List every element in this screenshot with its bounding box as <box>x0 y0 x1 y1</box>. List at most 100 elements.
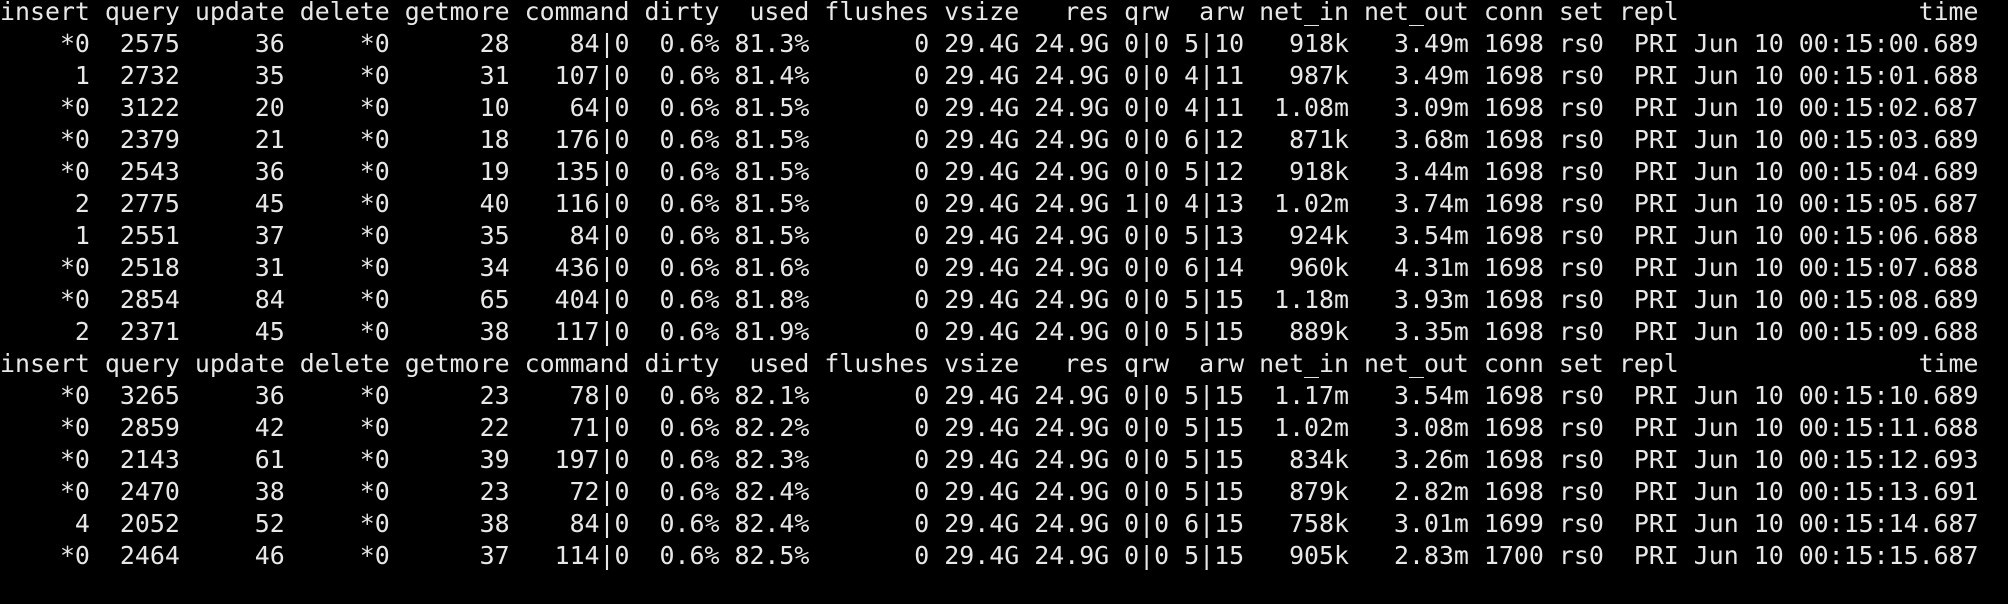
cell-conn: 1698 <box>1483 285 1544 314</box>
cell-repl: PRI <box>1618 381 1679 410</box>
cell-used: 82.4% <box>734 477 810 506</box>
cell-set: rs0 <box>1558 157 1604 186</box>
cell-net-out: 3.54m <box>1364 381 1469 410</box>
cell-insert: *0 <box>0 413 90 442</box>
cell-arw: 5|15 <box>1184 445 1245 474</box>
cell-getmore: 37 <box>404 541 510 570</box>
cell-conn: 1698 <box>1483 477 1544 506</box>
cell-insert: 1 <box>0 221 90 250</box>
column-header-dirty: dirty <box>644 349 720 378</box>
cell-qrw: 0|0 <box>1124 93 1170 122</box>
cell-query: 2543 <box>104 157 180 186</box>
cell-set: rs0 <box>1558 285 1604 314</box>
cell-conn: 1698 <box>1483 221 1544 250</box>
cell-update: 52 <box>194 509 285 538</box>
cell-query: 2371 <box>104 317 180 346</box>
cell-used: 81.8% <box>734 285 810 314</box>
cell-insert: *0 <box>0 477 90 506</box>
column-header-set: set <box>1558 349 1604 378</box>
cell-conn: 1700 <box>1483 541 1544 570</box>
cell-update: 21 <box>194 125 285 154</box>
cell-repl: PRI <box>1618 61 1679 90</box>
column-header-flushes: flushes <box>824 0 930 26</box>
cell-used: 81.5% <box>734 189 810 218</box>
cell-qrw: 0|0 <box>1124 61 1170 90</box>
cell-flushes: 0 <box>824 509 930 538</box>
cell-insert: *0 <box>0 445 90 474</box>
cell-repl: PRI <box>1618 157 1679 186</box>
cell-dirty: 0.6% <box>644 61 720 90</box>
cell-vsize: 29.4G <box>944 189 1020 218</box>
cell-time: Jun 10 00:15:09.688 <box>1693 317 1979 346</box>
cell-net-in: 834k <box>1259 445 1350 474</box>
cell-arw: 6|15 <box>1184 509 1245 538</box>
cell-flushes: 0 <box>824 93 930 122</box>
cell-used: 82.2% <box>734 413 810 442</box>
cell-getmore: 19 <box>404 157 510 186</box>
cell-used: 82.5% <box>734 541 810 570</box>
column-header-time: time <box>1693 349 1979 378</box>
cell-used: 81.6% <box>734 253 810 282</box>
cell-qrw: 0|0 <box>1124 285 1170 314</box>
cell-dirty: 0.6% <box>644 477 720 506</box>
column-header-update: update <box>194 0 285 26</box>
cell-vsize: 29.4G <box>944 29 1020 58</box>
cell-arw: 4|11 <box>1184 93 1245 122</box>
cell-net-in: 871k <box>1259 125 1350 154</box>
cell-delete: *0 <box>299 445 390 474</box>
cell-command: 117|0 <box>524 317 630 346</box>
cell-update: 61 <box>194 445 285 474</box>
cell-insert: *0 <box>0 253 90 282</box>
cell-query: 2143 <box>104 445 180 474</box>
cell-flushes: 0 <box>824 221 930 250</box>
cell-flushes: 0 <box>824 541 930 570</box>
cell-used: 81.9% <box>734 317 810 346</box>
cell-vsize: 29.4G <box>944 413 1020 442</box>
cell-time: Jun 10 00:15:15.687 <box>1693 541 1979 570</box>
cell-delete: *0 <box>299 157 390 186</box>
cell-dirty: 0.6% <box>644 541 720 570</box>
cell-net-in: 879k <box>1259 477 1350 506</box>
cell-net-in: 918k <box>1259 157 1350 186</box>
cell-vsize: 29.4G <box>944 541 1020 570</box>
cell-qrw: 0|0 <box>1124 317 1170 346</box>
cell-res: 24.9G <box>1034 61 1110 90</box>
cell-update: 38 <box>194 477 285 506</box>
cell-set: rs0 <box>1558 189 1604 218</box>
cell-getmore: 23 <box>404 477 510 506</box>
cell-update: 36 <box>194 157 285 186</box>
cell-flushes: 0 <box>824 477 930 506</box>
cell-net-in: 1.02m <box>1259 413 1350 442</box>
cell-insert: 4 <box>0 509 90 538</box>
cell-net-out: 3.49m <box>1364 29 1469 58</box>
cell-insert: 1 <box>0 61 90 90</box>
cell-arw: 6|12 <box>1184 125 1245 154</box>
cell-insert: *0 <box>0 125 90 154</box>
cell-arw: 4|13 <box>1184 189 1245 218</box>
cell-time: Jun 10 00:15:13.691 <box>1693 477 1979 506</box>
cell-insert: *0 <box>0 157 90 186</box>
cell-flushes: 0 <box>824 29 930 58</box>
cell-insert: *0 <box>0 381 90 410</box>
cell-vsize: 29.4G <box>944 93 1020 122</box>
cell-vsize: 29.4G <box>944 253 1020 282</box>
cell-res: 24.9G <box>1034 445 1110 474</box>
cell-conn: 1698 <box>1483 189 1544 218</box>
stat-row: *0 2854 84 *0 65 404|0 0.6% 81.8% 0 29.4… <box>0 284 1979 316</box>
cell-used: 81.5% <box>734 157 810 186</box>
cell-net-out: 3.09m <box>1364 93 1469 122</box>
cell-flushes: 0 <box>824 381 930 410</box>
cell-net-out: 3.68m <box>1364 125 1469 154</box>
cell-update: 31 <box>194 253 285 282</box>
cell-insert: *0 <box>0 29 90 58</box>
cell-query: 2052 <box>104 509 180 538</box>
column-header-command: command <box>524 349 630 378</box>
column-header-used: used <box>734 0 810 26</box>
cell-delete: *0 <box>299 221 390 250</box>
cell-getmore: 18 <box>404 125 510 154</box>
cell-set: rs0 <box>1558 477 1604 506</box>
cell-update: 42 <box>194 413 285 442</box>
column-header-repl: repl <box>1618 0 1679 26</box>
cell-repl: PRI <box>1618 317 1679 346</box>
cell-vsize: 29.4G <box>944 285 1020 314</box>
